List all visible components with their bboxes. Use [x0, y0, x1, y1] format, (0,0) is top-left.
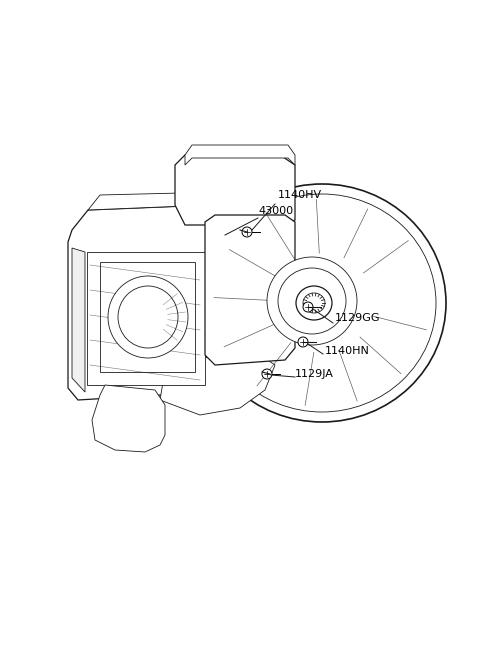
Ellipse shape: [198, 184, 446, 422]
Ellipse shape: [296, 286, 332, 320]
Ellipse shape: [118, 286, 178, 348]
Polygon shape: [205, 215, 295, 365]
Circle shape: [303, 302, 313, 312]
Ellipse shape: [267, 257, 357, 345]
Polygon shape: [92, 385, 165, 452]
Text: 43000: 43000: [258, 206, 293, 216]
Polygon shape: [68, 205, 222, 400]
Polygon shape: [185, 145, 295, 165]
Polygon shape: [160, 355, 275, 415]
Polygon shape: [175, 155, 295, 225]
Ellipse shape: [278, 268, 346, 334]
Text: 1140HN: 1140HN: [325, 346, 370, 356]
Ellipse shape: [303, 293, 325, 313]
Text: 1140HV: 1140HV: [278, 190, 322, 200]
Circle shape: [262, 369, 272, 379]
Circle shape: [298, 337, 308, 347]
Text: 1129JA: 1129JA: [295, 369, 334, 379]
Ellipse shape: [108, 276, 188, 358]
Text: 1129GG: 1129GG: [335, 313, 381, 323]
Ellipse shape: [208, 194, 436, 412]
Polygon shape: [88, 192, 235, 210]
Polygon shape: [87, 252, 205, 385]
Circle shape: [242, 227, 252, 237]
Polygon shape: [72, 248, 85, 392]
